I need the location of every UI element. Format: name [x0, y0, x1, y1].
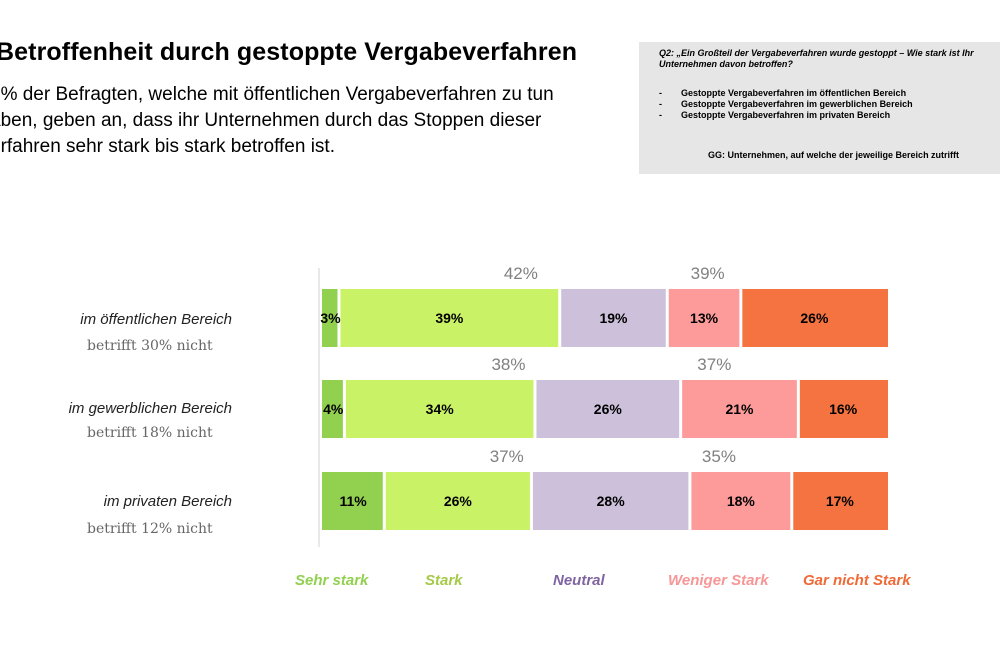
chart-title: Betroffenheit durch gestoppte Vergabever… — [0, 38, 578, 66]
category-label: im gewerblichen Bereich — [68, 400, 232, 417]
question-text: Q2: „Ein Großteil der Vergabeverfahren w… — [659, 48, 974, 69]
legend-gar-nicht-stark: Gar nicht Stark — [803, 572, 911, 589]
category-note: betrifft 30% nicht — [87, 338, 213, 354]
category-note: betrifft 12% nicht — [87, 521, 213, 537]
legend-neutral: Neutral — [553, 572, 605, 589]
bar-neutral — [561, 289, 666, 347]
bar-neutral — [532, 472, 689, 530]
bar-weniger-stark — [682, 380, 797, 438]
bar-sehr-stark — [322, 289, 338, 347]
total-label-positive: 38% — [491, 355, 525, 374]
category-note: betrifft 18% nicht — [87, 425, 213, 441]
data-label: 39% — [435, 310, 464, 326]
total-label-positive: 37% — [490, 447, 524, 466]
total-label-negative: 35% — [702, 447, 736, 466]
total-label-negative: 37% — [697, 355, 731, 374]
base-note: GG: Unternehmen, auf welche der jeweilig… — [708, 150, 960, 160]
legend-sehr-stark: Sehr stark — [295, 572, 369, 589]
question-item: - Gestoppte Vergabeverfahren im privaten … — [659, 110, 891, 120]
chart-subtitle: 2% der Befragten, welche mit öffentliche… — [0, 84, 554, 157]
data-label: 19% — [599, 310, 628, 326]
data-label: 17% — [826, 493, 855, 509]
data-label: 18% — [727, 493, 756, 509]
bar-weniger-stark — [668, 289, 740, 347]
total-label-negative: 39% — [691, 264, 725, 283]
data-label: 26% — [800, 310, 829, 326]
total-label-positive: 42% — [504, 264, 538, 283]
data-label: 21% — [725, 401, 754, 417]
question-box: Q2: „Ein Großteil der Vergabeverfahren w… — [639, 42, 1000, 174]
category-label: im privaten Bereich — [103, 493, 232, 510]
bar-gar-nicht-stark — [799, 380, 888, 438]
data-label: 11% — [340, 493, 368, 509]
data-label: 13% — [690, 310, 719, 326]
bar-stark — [340, 289, 559, 347]
bar-gar-nicht-stark — [742, 289, 888, 347]
data-label: 16% — [829, 401, 858, 417]
data-label: 28% — [597, 493, 626, 509]
data-label: 26% — [444, 493, 473, 509]
data-label: 4% — [323, 401, 344, 417]
question-items: - Gestoppte Vergabeverfahren im öffentlic… — [659, 88, 913, 121]
bar-neutral — [536, 380, 680, 438]
bar-weniger-stark — [691, 472, 791, 530]
data-label: 34% — [426, 401, 455, 417]
bar-sehr-stark — [322, 472, 383, 530]
bar-stark — [385, 472, 530, 530]
question-item: - Gestoppte Vergabeverfahren im öffentlic… — [659, 88, 907, 98]
legend-weniger-stark: Weniger Stark — [668, 572, 769, 589]
bar-sehr-stark — [322, 380, 343, 438]
question-item: - Gestoppte Vergabeverfahren im gewerblic… — [659, 99, 913, 109]
bar-gar-nicht-stark — [793, 472, 888, 530]
legend-stark: Stark — [425, 572, 463, 589]
bar-stark — [345, 380, 534, 438]
data-label: 26% — [594, 401, 623, 417]
category-label: im öffentlichen Bereich — [80, 311, 232, 328]
data-label: 3% — [320, 310, 341, 326]
